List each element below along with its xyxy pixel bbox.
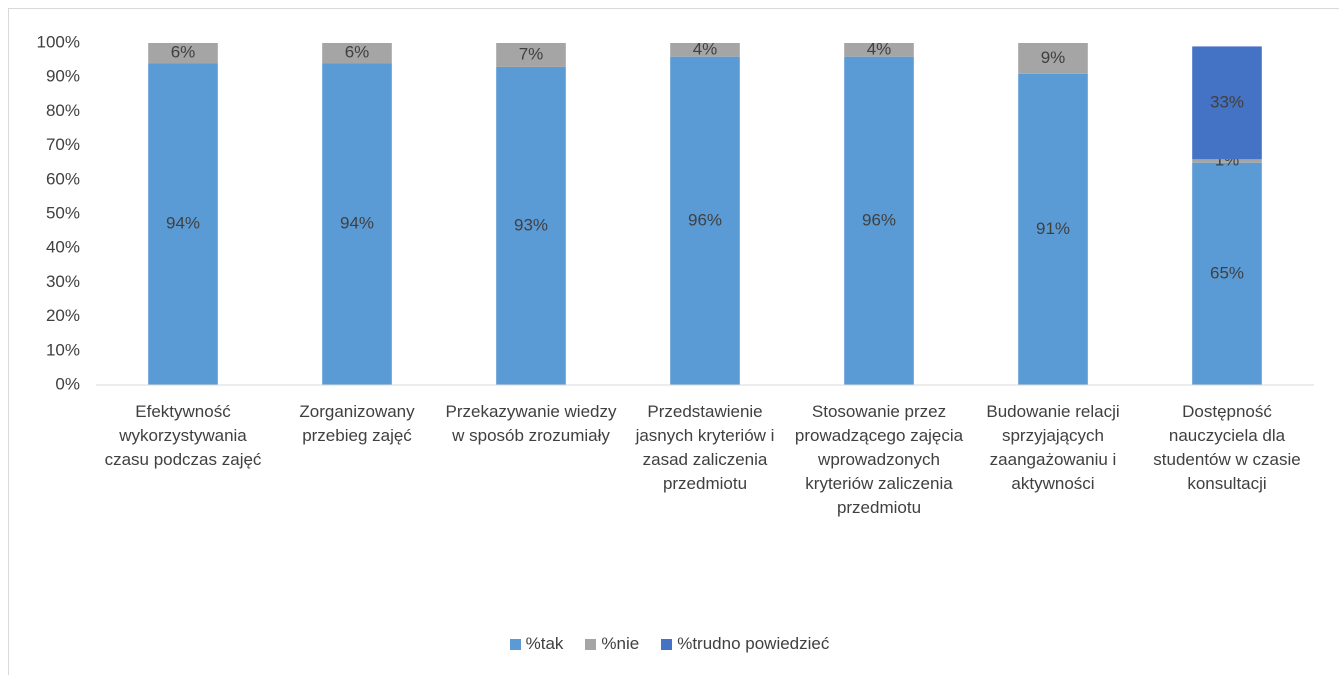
bar-segment: [148, 63, 218, 386]
data-label: 96%: [862, 210, 896, 229]
y-tick-label: 80%: [46, 101, 80, 120]
y-tick-label: 90%: [46, 67, 80, 86]
data-label: 94%: [340, 214, 374, 233]
data-label: 96%: [688, 210, 722, 229]
legend-swatch: [661, 638, 673, 650]
legend: %tak %nie %trudno powiedzieć: [0, 634, 1339, 654]
y-tick-label: 10%: [46, 340, 80, 359]
legend-label: %nie: [601, 634, 640, 653]
x-tick-label: Przedstawienie jasnych kryteriów i zasad…: [635, 402, 775, 493]
data-label: 6%: [345, 43, 370, 62]
legend-label: %tak: [525, 634, 564, 653]
y-tick-label: 20%: [46, 306, 80, 325]
bar-segment: [148, 43, 218, 64]
bar-segment: [1192, 162, 1262, 385]
legend-swatch: [509, 638, 521, 650]
bar-segment: [1192, 46, 1262, 160]
data-label: 65%: [1210, 263, 1244, 282]
y-tick-label: 0%: [55, 374, 80, 393]
data-label: 4%: [867, 39, 892, 58]
y-tick-label: 60%: [46, 169, 80, 188]
bar-segment: [844, 56, 914, 386]
x-tick-label: Budowanie relacji sprzyjających zaangażo…: [986, 402, 1120, 493]
bar-segment: [670, 56, 740, 386]
data-label: 9%: [1041, 48, 1066, 67]
bar-segment: [844, 43, 914, 57]
data-label: 91%: [1036, 219, 1070, 238]
y-tick-label: 70%: [46, 135, 80, 154]
bar-segment: [322, 43, 392, 64]
data-label: 6%: [171, 43, 196, 62]
legend-swatch: [585, 638, 597, 650]
y-tick-label: 100%: [37, 32, 80, 51]
x-tick-label: Efektywność wykorzystywania czasu podcza…: [104, 402, 262, 469]
bar-segment: [670, 43, 740, 57]
bar-segment: [496, 66, 566, 385]
data-label: 7%: [519, 44, 544, 63]
bar-segment: [496, 43, 566, 67]
legend-item: %tak: [509, 634, 564, 654]
bar-segment: [322, 63, 392, 386]
x-tick-label: Stosowanie przez prowadzącego zajęcia wp…: [794, 402, 964, 517]
legend-item: %nie: [585, 634, 639, 654]
bar-segment: [1018, 73, 1088, 385]
chart-frame: [8, 8, 1339, 675]
legend-label: %trudno powiedzieć: [677, 634, 830, 653]
data-label: 94%: [166, 214, 200, 233]
y-tick-label: 30%: [46, 272, 80, 291]
legend-item: %trudno powiedzieć: [661, 634, 829, 654]
y-tick-label: 50%: [46, 203, 80, 222]
data-label: 33%: [1210, 92, 1244, 111]
bar-segment: [1192, 159, 1262, 163]
x-tick-label: Zorganizowany przebieg zajęć: [299, 402, 415, 445]
x-tick-label: Dostępność nauczyciela dla studentów w c…: [1153, 402, 1301, 493]
bar-segment: [1018, 43, 1088, 74]
data-label: 4%: [693, 39, 718, 58]
x-tick-label: Przekazywanie wiedzy w sposób zrozumiały: [445, 402, 617, 445]
data-label: 93%: [514, 215, 548, 234]
y-tick-label: 40%: [46, 238, 80, 257]
